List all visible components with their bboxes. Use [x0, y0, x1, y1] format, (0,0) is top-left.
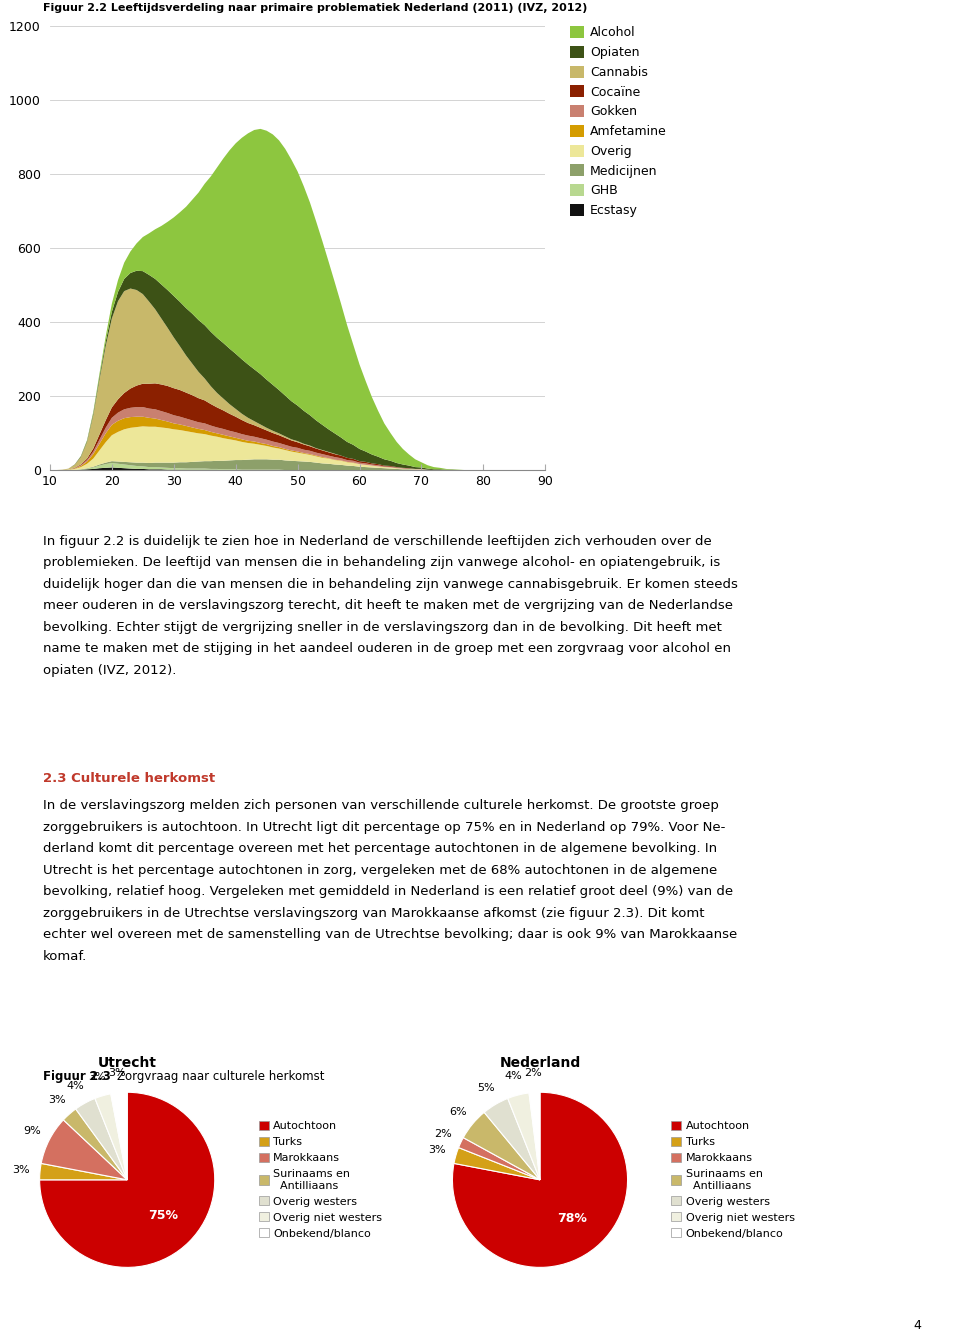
- Wedge shape: [508, 1093, 540, 1179]
- Text: 6%: 6%: [449, 1107, 467, 1117]
- Text: 4: 4: [914, 1319, 922, 1332]
- Text: 3%: 3%: [88, 1072, 107, 1082]
- Text: 3%: 3%: [12, 1164, 30, 1175]
- Text: 78%: 78%: [558, 1213, 588, 1225]
- Text: 2%: 2%: [435, 1129, 452, 1139]
- Title: Utrecht: Utrecht: [98, 1057, 156, 1070]
- Legend: Autochtoon, Turks, Marokkaans, Surinaams en
  Antilliaans, Overig westers, Overi: Autochtoon, Turks, Marokkaans, Surinaams…: [254, 1116, 387, 1244]
- Wedge shape: [63, 1109, 127, 1179]
- Wedge shape: [529, 1092, 540, 1179]
- Legend: Autochtoon, Turks, Marokkaans, Surinaams en
  Antilliaans, Overig westers, Overi: Autochtoon, Turks, Marokkaans, Surinaams…: [667, 1116, 800, 1244]
- Wedge shape: [76, 1099, 127, 1179]
- Title: Nederland: Nederland: [499, 1057, 581, 1070]
- Text: 2.3 Culturele herkomst: 2.3 Culturele herkomst: [43, 772, 215, 786]
- Text: Figuur 2.2 Leeftijdsverdeling naar primaire problematiek Nederland (2011) (IVZ, : Figuur 2.2 Leeftijdsverdeling naar prima…: [43, 3, 588, 13]
- Text: Zorgvraag naar culturele herkomst: Zorgvraag naar culturele herkomst: [117, 1070, 324, 1084]
- Text: 3%: 3%: [108, 1069, 126, 1078]
- Wedge shape: [484, 1099, 540, 1179]
- Text: 5%: 5%: [477, 1082, 494, 1093]
- Wedge shape: [39, 1092, 215, 1268]
- Text: 75%: 75%: [148, 1209, 179, 1222]
- Text: 3%: 3%: [48, 1095, 65, 1105]
- Wedge shape: [452, 1092, 628, 1268]
- Text: 3%: 3%: [428, 1146, 446, 1155]
- Text: 9%: 9%: [23, 1127, 41, 1136]
- Text: 2%: 2%: [524, 1068, 542, 1078]
- Wedge shape: [39, 1163, 127, 1179]
- Text: Figuur 2.3: Figuur 2.3: [43, 1070, 115, 1084]
- Wedge shape: [459, 1138, 540, 1179]
- Text: 4%: 4%: [67, 1081, 84, 1092]
- Wedge shape: [110, 1092, 127, 1179]
- Legend: Alcohol, Opiaten, Cannabis, Cocaïne, Gokken, Amfetamine, Overig, Medicijnen, GHB: Alcohol, Opiaten, Cannabis, Cocaïne, Gok…: [565, 21, 672, 222]
- Text: 4%: 4%: [505, 1072, 522, 1081]
- Wedge shape: [454, 1147, 540, 1179]
- Wedge shape: [95, 1093, 127, 1179]
- Wedge shape: [464, 1112, 540, 1179]
- Text: In figuur 2.2 is duidelijk te zien hoe in Nederland de verschillende leeftijden : In figuur 2.2 is duidelijk te zien hoe i…: [43, 535, 738, 677]
- Text: In de verslavingszorg melden zich personen van verschillende culturele herkomst.: In de verslavingszorg melden zich person…: [43, 799, 737, 963]
- Wedge shape: [41, 1120, 127, 1179]
